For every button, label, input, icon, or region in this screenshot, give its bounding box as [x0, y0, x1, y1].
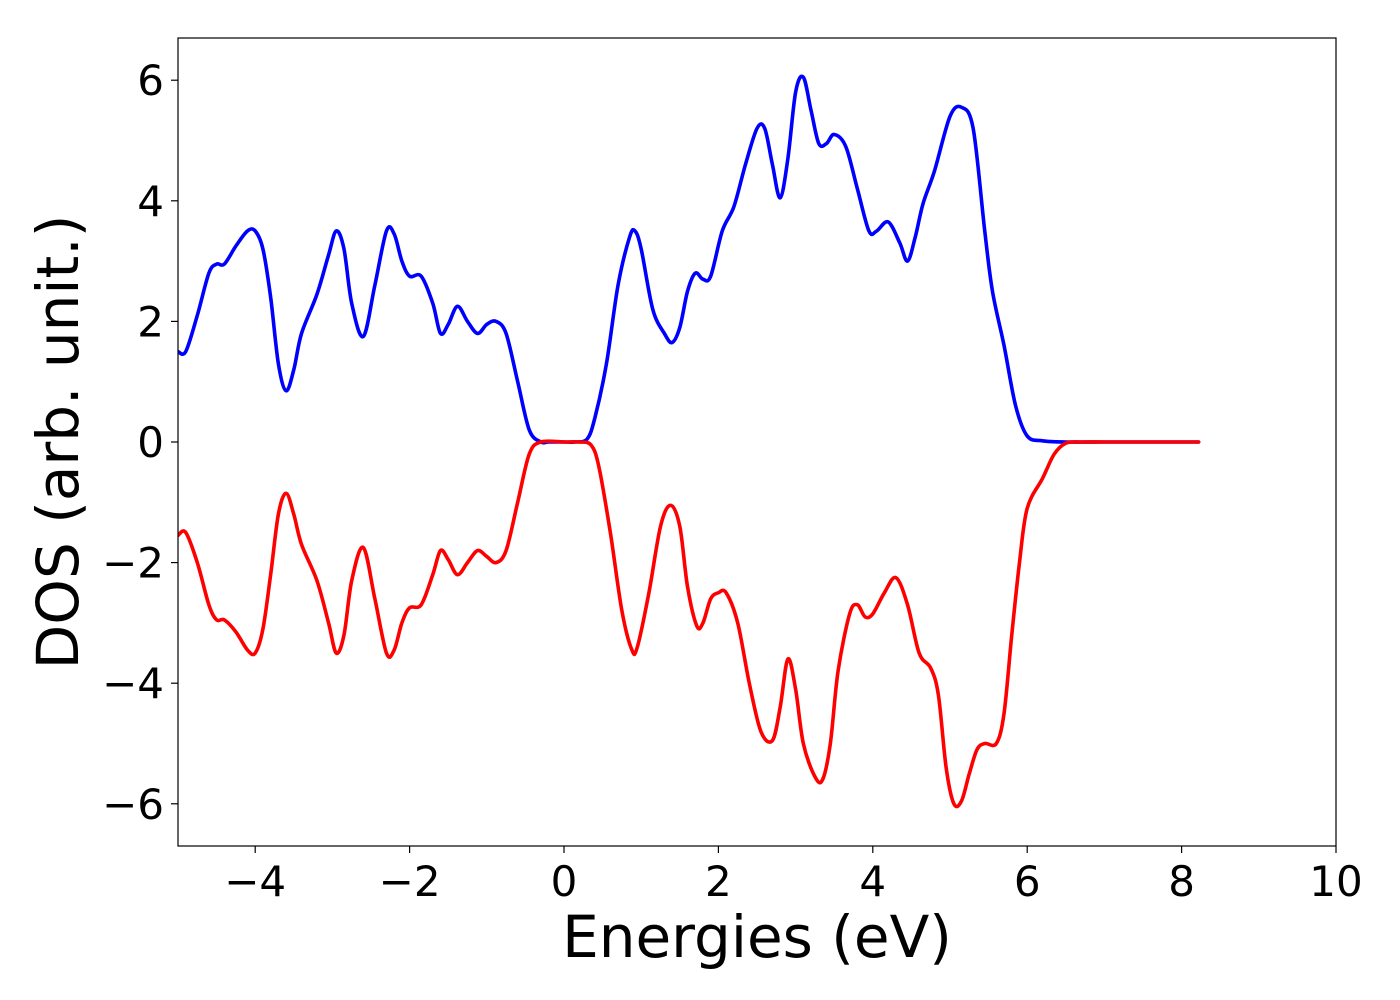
- y-tick-label: 2: [137, 297, 164, 346]
- y-tick-label: 0: [137, 418, 164, 467]
- x-tick-label: −2: [379, 857, 441, 906]
- curves-layer: [178, 74, 1201, 809]
- x-tick-label: −4: [224, 857, 286, 906]
- y-axis: −6 −4 −2 0 2 4 6: [102, 56, 178, 829]
- x-tick-label: 0: [551, 857, 578, 906]
- y-tick-label: −4: [102, 659, 164, 708]
- x-tick-label: 6: [1014, 857, 1041, 906]
- series-line-1: [178, 74, 1201, 445]
- x-tick-label: 4: [859, 857, 886, 906]
- y-axis-title: DOS (arb. unit.): [24, 215, 92, 670]
- y-tick-label: 6: [137, 56, 164, 105]
- x-axis: −4 −2 0 2 4 6 8 10: [224, 846, 1363, 906]
- x-axis-title: Energies (eV): [562, 903, 952, 971]
- y-tick-label: 4: [137, 177, 164, 226]
- x-tick-label: 8: [1168, 857, 1195, 906]
- x-tick-label: 10: [1309, 857, 1362, 906]
- y-tick-label: −2: [102, 539, 164, 588]
- y-tick-label: −6: [102, 780, 164, 829]
- series-line-2: [178, 439, 1201, 809]
- x-tick-label: 2: [705, 857, 732, 906]
